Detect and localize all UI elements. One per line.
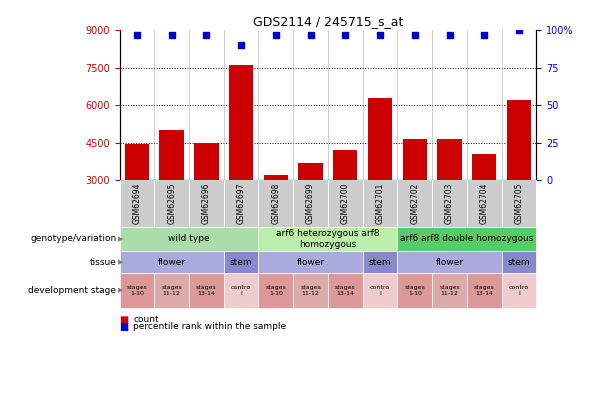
Point <box>444 32 454 38</box>
Text: percentile rank within the sample: percentile rank within the sample <box>133 322 286 331</box>
Bar <box>194 143 219 180</box>
Text: GSM62694: GSM62694 <box>132 183 142 224</box>
Text: GSM62703: GSM62703 <box>445 183 454 224</box>
Text: flower: flower <box>297 258 325 267</box>
Text: stages
13-14: stages 13-14 <box>335 285 356 296</box>
Text: stem: stem <box>230 258 253 267</box>
Text: development stage: development stage <box>28 286 116 295</box>
Text: contro
l: contro l <box>370 285 390 296</box>
Text: flower: flower <box>435 258 463 267</box>
Bar <box>438 139 462 180</box>
Text: GSM62704: GSM62704 <box>480 183 489 224</box>
Bar <box>507 100 531 180</box>
Text: wild type: wild type <box>168 234 210 243</box>
Bar <box>159 130 184 180</box>
Text: GSM62696: GSM62696 <box>202 183 211 224</box>
Text: flower: flower <box>158 258 186 267</box>
Text: ▶: ▶ <box>118 259 123 265</box>
Text: count: count <box>133 315 159 324</box>
Text: stages
1-10: stages 1-10 <box>265 285 286 296</box>
Point <box>375 32 385 38</box>
Text: GSM62700: GSM62700 <box>341 183 350 224</box>
Bar <box>333 150 357 180</box>
Text: stages
11-12: stages 11-12 <box>161 285 182 296</box>
Bar <box>299 163 323 180</box>
Text: arf6 heterozygous arf8
homozygous: arf6 heterozygous arf8 homozygous <box>276 229 380 249</box>
Text: GSM62702: GSM62702 <box>410 183 419 224</box>
Point <box>132 32 142 38</box>
Text: stem: stem <box>369 258 391 267</box>
Text: ▶: ▶ <box>118 288 123 294</box>
Text: stages
13-14: stages 13-14 <box>474 285 495 296</box>
Point <box>167 32 177 38</box>
Point <box>202 32 211 38</box>
Point <box>410 32 420 38</box>
Text: stem: stem <box>508 258 530 267</box>
Text: stages
1-10: stages 1-10 <box>405 285 425 296</box>
Title: GDS2114 / 245715_s_at: GDS2114 / 245715_s_at <box>253 15 403 28</box>
Text: GSM62697: GSM62697 <box>237 183 246 224</box>
Text: GSM62701: GSM62701 <box>376 183 384 224</box>
Text: contro
l: contro l <box>231 285 251 296</box>
Point <box>236 42 246 49</box>
Text: arf6 arf8 double homozygous: arf6 arf8 double homozygous <box>400 234 533 243</box>
Point <box>271 32 281 38</box>
Text: contro
l: contro l <box>509 285 529 296</box>
Text: ■: ■ <box>120 322 129 332</box>
Bar <box>368 98 392 180</box>
Point <box>479 32 489 38</box>
Point <box>306 32 316 38</box>
Text: stages
11-12: stages 11-12 <box>300 285 321 296</box>
Point <box>340 32 350 38</box>
Text: GSM62705: GSM62705 <box>514 183 524 224</box>
Text: GSM62695: GSM62695 <box>167 183 176 224</box>
Bar <box>264 175 288 180</box>
Text: GSM62699: GSM62699 <box>306 183 315 224</box>
Bar <box>403 139 427 180</box>
Text: ▶: ▶ <box>118 236 123 242</box>
Bar <box>125 144 149 180</box>
Text: stages
13-14: stages 13-14 <box>196 285 217 296</box>
Text: stages
11-12: stages 11-12 <box>439 285 460 296</box>
Text: stages
1-10: stages 1-10 <box>126 285 147 296</box>
Point <box>514 27 524 34</box>
Text: genotype/variation: genotype/variation <box>30 234 116 243</box>
Text: ■: ■ <box>120 315 129 325</box>
Bar <box>472 154 497 180</box>
Text: GSM62698: GSM62698 <box>272 183 280 224</box>
Text: tissue: tissue <box>89 258 116 267</box>
Bar <box>229 65 253 180</box>
